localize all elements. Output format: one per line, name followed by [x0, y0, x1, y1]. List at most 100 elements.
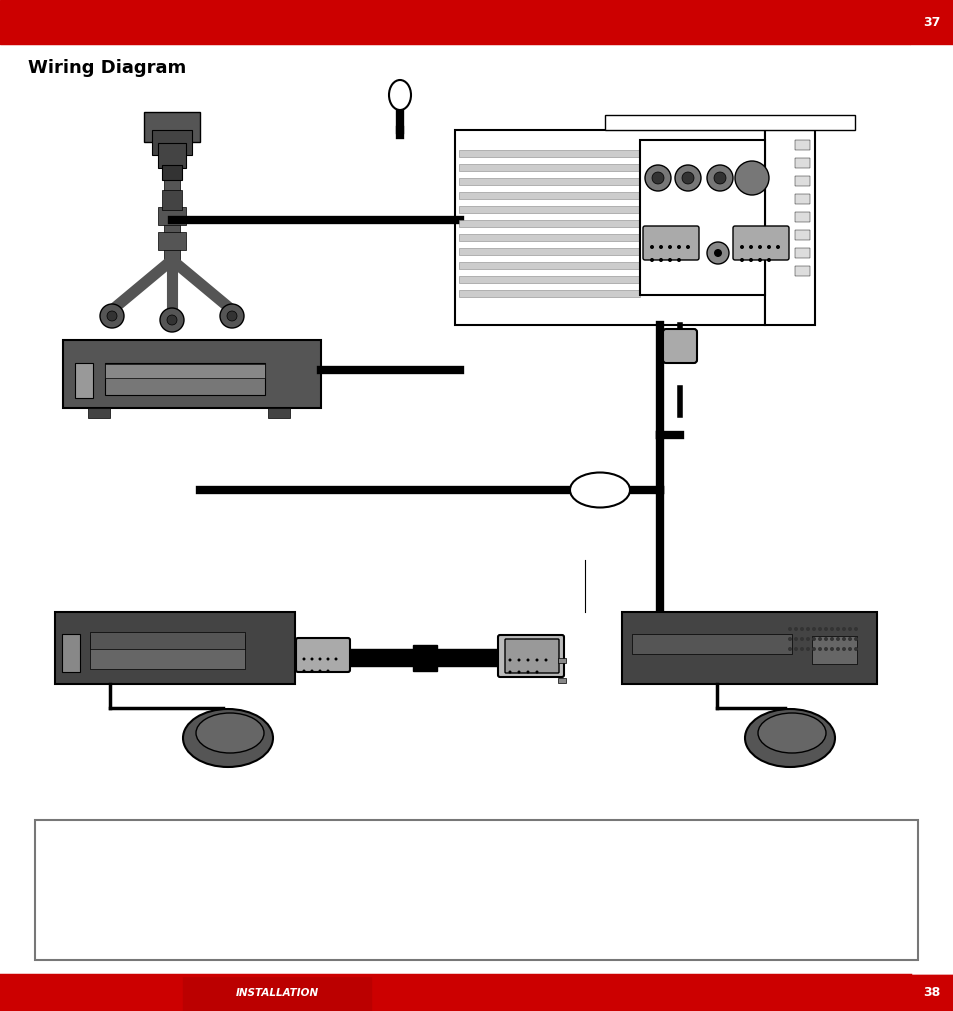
Circle shape [649, 245, 654, 249]
Circle shape [853, 647, 857, 651]
Circle shape [841, 637, 845, 641]
Circle shape [160, 308, 184, 332]
Circle shape [823, 637, 827, 641]
Circle shape [841, 647, 845, 651]
Circle shape [302, 657, 305, 660]
Bar [794, 248, 809, 258]
Bar [455, 130, 764, 325]
Bar [0, 975, 953, 1011]
Circle shape [649, 258, 654, 262]
Text: 38: 38 [923, 987, 940, 1000]
Circle shape [766, 245, 770, 249]
Circle shape [829, 647, 833, 651]
Circle shape [659, 258, 662, 262]
Circle shape [748, 245, 752, 249]
Bar [88, 408, 110, 418]
Circle shape [526, 670, 529, 673]
Circle shape [787, 637, 791, 641]
Bar [604, 115, 854, 130]
Circle shape [326, 657, 329, 660]
Text: 37: 37 [923, 15, 940, 28]
Circle shape [326, 669, 329, 672]
Circle shape [644, 165, 670, 191]
FancyBboxPatch shape [295, 638, 350, 672]
Bar [794, 266, 809, 276]
Circle shape [829, 627, 833, 631]
Bar [152, 130, 192, 155]
Circle shape [817, 647, 821, 651]
Bar [55, 612, 294, 684]
Circle shape [847, 637, 851, 641]
Bar [458, 192, 639, 199]
Circle shape [100, 304, 124, 328]
Circle shape [835, 627, 840, 631]
Circle shape [167, 315, 177, 325]
Circle shape [107, 311, 117, 321]
Circle shape [740, 258, 743, 262]
Circle shape [675, 165, 700, 191]
Bar [794, 229, 809, 240]
Circle shape [677, 258, 680, 262]
Circle shape [800, 647, 803, 651]
Circle shape [685, 245, 689, 249]
Ellipse shape [758, 713, 825, 753]
Bar [105, 363, 265, 395]
Bar [558, 678, 565, 683]
Circle shape [748, 258, 752, 262]
Bar [183, 975, 371, 1011]
Circle shape [335, 657, 337, 660]
Circle shape [829, 637, 833, 641]
Circle shape [535, 658, 537, 661]
Circle shape [766, 258, 770, 262]
Bar [458, 150, 639, 157]
Bar [909, 975, 953, 1011]
Circle shape [706, 242, 728, 264]
Bar [158, 143, 186, 168]
Bar [158, 232, 186, 250]
Bar [458, 262, 639, 269]
Circle shape [800, 627, 803, 631]
Text: INSTALLATION: INSTALLATION [235, 988, 318, 998]
Ellipse shape [195, 713, 264, 753]
Circle shape [847, 647, 851, 651]
Bar [164, 180, 180, 260]
Bar [458, 164, 639, 171]
Bar [458, 206, 639, 213]
Circle shape [811, 627, 815, 631]
Bar [458, 290, 639, 297]
Circle shape [508, 670, 511, 673]
Bar [621, 612, 876, 684]
Bar [794, 176, 809, 186]
Bar [458, 220, 639, 227]
Circle shape [811, 637, 815, 641]
Circle shape [805, 627, 809, 631]
Bar [62, 634, 80, 672]
Circle shape [823, 627, 827, 631]
Bar [458, 178, 639, 185]
Circle shape [805, 647, 809, 651]
Circle shape [310, 669, 314, 672]
Circle shape [667, 258, 671, 262]
Circle shape [651, 172, 663, 184]
Circle shape [805, 637, 809, 641]
Circle shape [318, 657, 321, 660]
Circle shape [706, 165, 732, 191]
Circle shape [677, 245, 680, 249]
Circle shape [310, 657, 314, 660]
Circle shape [853, 637, 857, 641]
FancyBboxPatch shape [662, 329, 697, 363]
Circle shape [800, 637, 803, 641]
Circle shape [681, 172, 693, 184]
Bar [144, 112, 200, 142]
Bar [639, 140, 764, 295]
Circle shape [318, 669, 321, 672]
Ellipse shape [744, 709, 834, 767]
Circle shape [758, 245, 761, 249]
Circle shape [758, 258, 761, 262]
Circle shape [793, 647, 797, 651]
Bar [764, 130, 814, 325]
Circle shape [835, 637, 840, 641]
Circle shape [734, 161, 768, 195]
Bar [811, 636, 856, 664]
Circle shape [841, 627, 845, 631]
